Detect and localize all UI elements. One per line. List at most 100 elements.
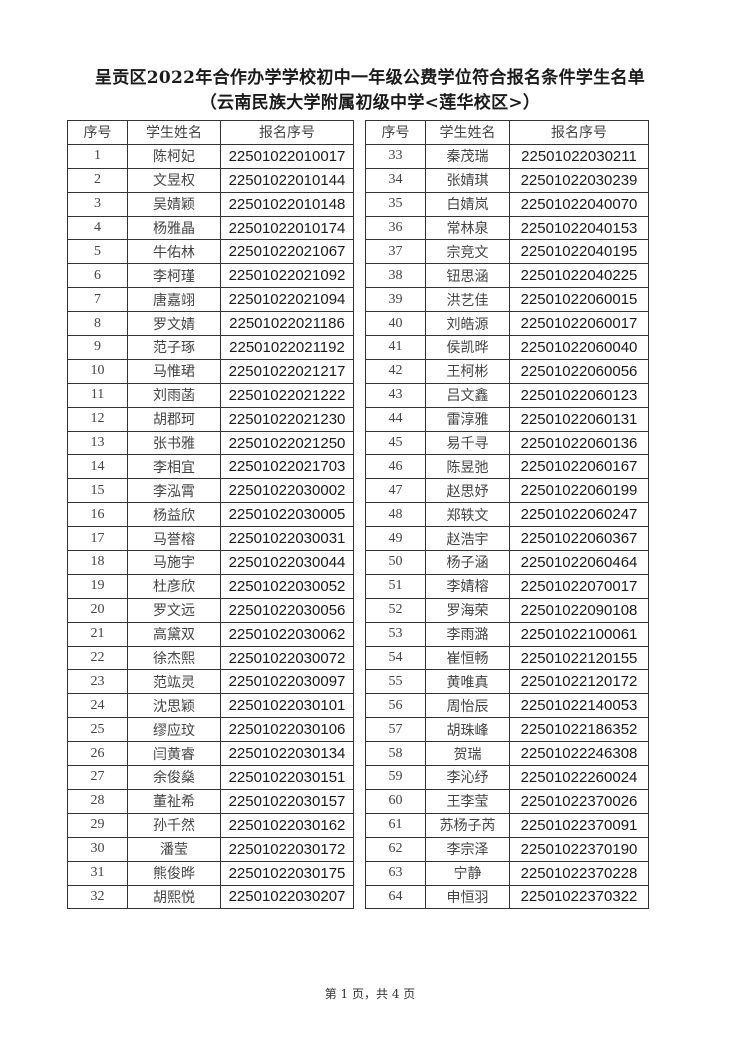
table-row: 26 闫黄睿 22501022030134 xyxy=(67,741,354,767)
table-row: 29 孙千然 22501022030162 xyxy=(67,812,354,838)
registration-id: 22501022021703 xyxy=(220,454,354,480)
student-name: 孙千然 xyxy=(127,812,221,838)
registration-id: 22501022090108 xyxy=(509,597,649,623)
table-row: 31 熊俊晔 22501022030175 xyxy=(67,860,354,886)
page-footer: 第 1 页，共 4 页 xyxy=(324,987,416,1001)
registration-id: 22501022010144 xyxy=(220,167,354,193)
row-number: 45 xyxy=(365,430,426,456)
student-name: 董祉希 xyxy=(127,788,221,814)
row-number: 16 xyxy=(67,502,128,528)
row-number: 54 xyxy=(365,645,426,671)
table-row: 51 李婧榕 22501022070017 xyxy=(365,573,649,599)
registration-id: 22501022021067 xyxy=(220,239,354,265)
row-number: 47 xyxy=(365,478,426,504)
row-number: 63 xyxy=(365,860,426,886)
table-header: 序号 学生姓名 报名序号 xyxy=(365,120,649,145)
row-number: 8 xyxy=(67,311,128,337)
row-number: 46 xyxy=(365,454,426,480)
student-name: 沈思颖 xyxy=(127,693,221,719)
registration-id: 22501022010174 xyxy=(220,215,354,241)
student-name: 刘皓源 xyxy=(425,311,510,337)
table-row: 3 吴婧颖 22501022010148 xyxy=(67,191,354,217)
student-name: 周怡辰 xyxy=(425,693,510,719)
student-name: 缪应玟 xyxy=(127,717,221,743)
student-name: 潘莹 xyxy=(127,836,221,862)
student-name: 黄唯真 xyxy=(425,669,510,695)
table-row: 54 崔恒畅 22501022120155 xyxy=(365,645,649,671)
registration-id: 22501022370322 xyxy=(509,884,649,910)
row-number: 40 xyxy=(365,311,426,337)
student-name: 杨益欣 xyxy=(127,502,221,528)
row-number: 48 xyxy=(365,502,426,528)
registration-id: 22501022040225 xyxy=(509,263,649,289)
table-row: 50 杨子涵 22501022060464 xyxy=(365,550,649,575)
registration-id: 22501022030151 xyxy=(220,765,354,790)
row-number: 37 xyxy=(365,239,426,265)
table-row: 41 侯凯晔 22501022060040 xyxy=(365,335,649,360)
table-row: 56 周怡辰 22501022140053 xyxy=(365,693,649,719)
student-name: 杜彦欣 xyxy=(127,573,221,599)
table-row: 24 沈思颖 22501022030101 xyxy=(67,693,354,719)
row-number: 53 xyxy=(365,621,426,647)
table-row: 8 罗文婧 22501022021186 xyxy=(67,311,354,337)
registration-id: 22501022030002 xyxy=(220,478,354,504)
table-row: 12 胡郡珂 22501022021230 xyxy=(67,406,354,432)
row-number: 30 xyxy=(67,836,128,862)
registration-id: 22501022010017 xyxy=(220,143,354,169)
student-name: 余俊燊 xyxy=(127,765,221,790)
student-name: 常林泉 xyxy=(425,215,510,241)
student-name: 洪艺佳 xyxy=(425,287,510,313)
student-name: 申恒羽 xyxy=(425,884,510,910)
student-name: 秦茂瑞 xyxy=(425,143,510,169)
registration-id: 22501022030207 xyxy=(220,884,354,910)
registration-id: 22501022060040 xyxy=(509,335,649,360)
table-row: 28 董祉希 22501022030157 xyxy=(67,788,354,814)
student-name: 罗文远 xyxy=(127,597,221,623)
student-name: 闫黄睿 xyxy=(127,741,221,767)
table-row: 58 贺瑞 22501022246308 xyxy=(365,741,649,767)
registration-id: 22501022060247 xyxy=(509,502,649,528)
student-name: 唐嘉翊 xyxy=(127,287,221,313)
table-row: 49 赵浩宇 22501022060367 xyxy=(365,526,649,552)
row-number: 20 xyxy=(67,597,128,623)
row-number: 58 xyxy=(365,741,426,767)
row-number: 50 xyxy=(365,550,426,575)
row-number: 21 xyxy=(67,621,128,647)
table-row: 20 罗文远 22501022030056 xyxy=(67,597,354,623)
table-row: 42 王柯彬 22501022060056 xyxy=(365,358,649,384)
student-name: 陈柯妃 xyxy=(127,143,221,169)
student-name: 赵浩宇 xyxy=(425,526,510,552)
row-number: 3 xyxy=(67,191,128,217)
student-name: 胡熙悦 xyxy=(127,884,221,910)
student-name: 白婧岚 xyxy=(425,191,510,217)
row-number: 61 xyxy=(365,812,426,838)
row-number: 31 xyxy=(67,860,128,886)
table-row: 25 缪应玟 22501022030106 xyxy=(67,717,354,743)
table-row: 63 宁静 22501022370228 xyxy=(365,860,649,886)
row-number: 9 xyxy=(67,335,128,360)
row-number: 25 xyxy=(67,717,128,743)
student-name: 苏杨子芮 xyxy=(425,812,510,838)
row-number: 10 xyxy=(67,358,128,384)
student-name: 李雨潞 xyxy=(425,621,510,647)
row-number: 28 xyxy=(67,788,128,814)
row-number: 34 xyxy=(365,167,426,193)
table-row: 64 申恒羽 22501022370322 xyxy=(365,884,649,910)
registration-id: 22501022030072 xyxy=(220,645,354,671)
student-name: 范子琢 xyxy=(127,335,221,360)
registration-id: 22501022030172 xyxy=(220,836,354,862)
registration-id: 22501022060464 xyxy=(509,550,649,575)
registration-id: 22501022030052 xyxy=(220,573,354,599)
table-row: 13 张书雅 22501022021250 xyxy=(67,430,354,456)
student-name: 吴婧颖 xyxy=(127,191,221,217)
registration-id: 22501022030005 xyxy=(220,502,354,528)
registration-id: 22501022010148 xyxy=(220,191,354,217)
row-number: 38 xyxy=(365,263,426,289)
student-name: 马施宇 xyxy=(127,550,221,575)
row-number: 17 xyxy=(67,526,128,552)
student-name: 胡郡珂 xyxy=(127,406,221,432)
table-row: 55 黄唯真 22501022120172 xyxy=(365,669,649,695)
column-header-number: 序号 xyxy=(67,120,128,145)
row-number: 42 xyxy=(365,358,426,384)
student-name: 崔恒畅 xyxy=(425,645,510,671)
